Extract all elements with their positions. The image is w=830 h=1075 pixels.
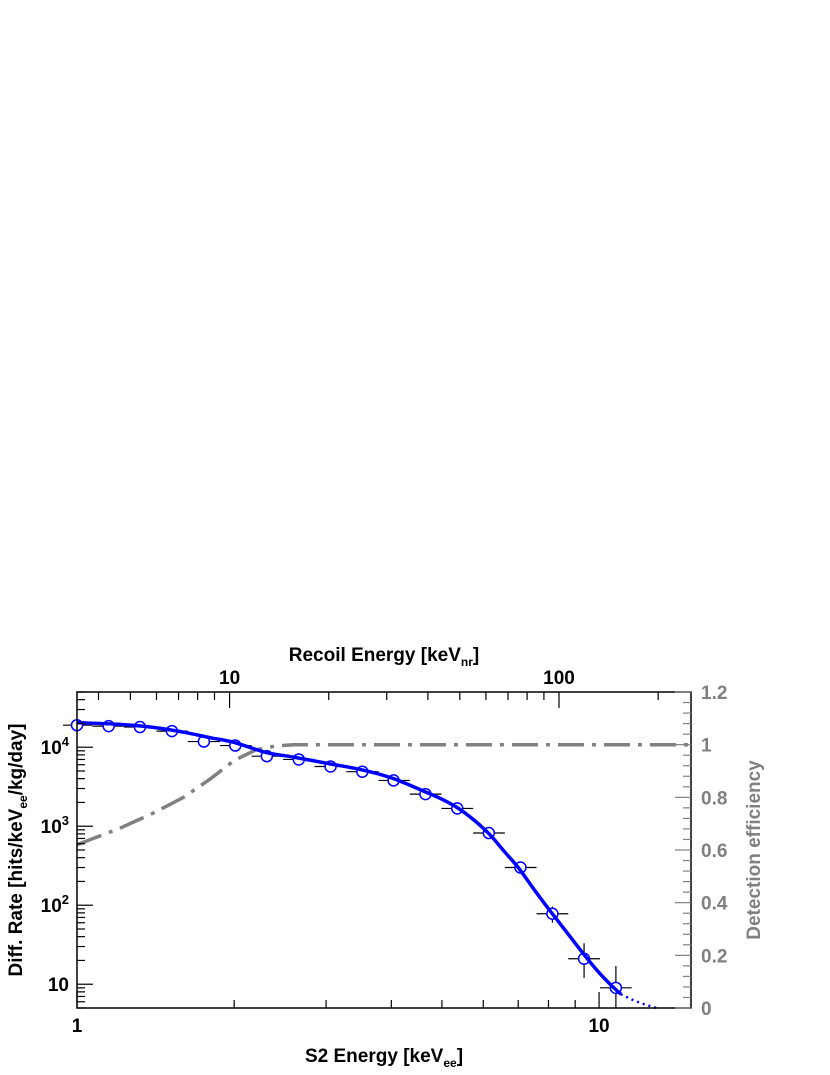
y-tick-label: 104 <box>41 734 70 759</box>
y-axis-title: Diff. Rate [hits/keVee/kg/day] <box>6 723 30 976</box>
top-axis-title: Recoil Energy [keVnr] <box>289 645 479 669</box>
fit-curve-layer <box>76 720 659 1010</box>
y-tick-label: 102 <box>41 892 69 917</box>
y-tick-label: 10 <box>48 975 69 996</box>
y2-tick-label: 1 <box>701 736 712 757</box>
efficiency-curve <box>76 742 691 847</box>
data-point <box>568 943 600 978</box>
top-tick-label: 10 <box>219 668 240 689</box>
y2-axis-title: Detection efficiency <box>744 760 765 940</box>
top-tick-label: 100 <box>543 668 575 689</box>
y-tick-label: 103 <box>41 813 69 838</box>
plot-frame <box>76 691 692 1009</box>
y2-tick-label: 1.2 <box>701 683 727 704</box>
x-tick-label: 1 <box>72 1016 83 1037</box>
data-point <box>599 966 632 1008</box>
x-axis-title: S2 Energy [keVee] <box>305 1046 463 1070</box>
fit-extrapolation-curve <box>620 992 659 1010</box>
data-points-layer <box>62 718 632 1008</box>
y2-tick-label: 0.2 <box>701 946 727 967</box>
y2-tick-label: 0 <box>701 999 712 1020</box>
y2-tick-label: 0.4 <box>701 894 728 915</box>
y2-tick-label: 0.6 <box>701 841 727 862</box>
y2-tick-label: 0.8 <box>701 788 727 809</box>
x-tick-label: 10 <box>588 1016 609 1037</box>
efficiency-layer <box>76 742 691 847</box>
fit-curve <box>76 720 622 996</box>
